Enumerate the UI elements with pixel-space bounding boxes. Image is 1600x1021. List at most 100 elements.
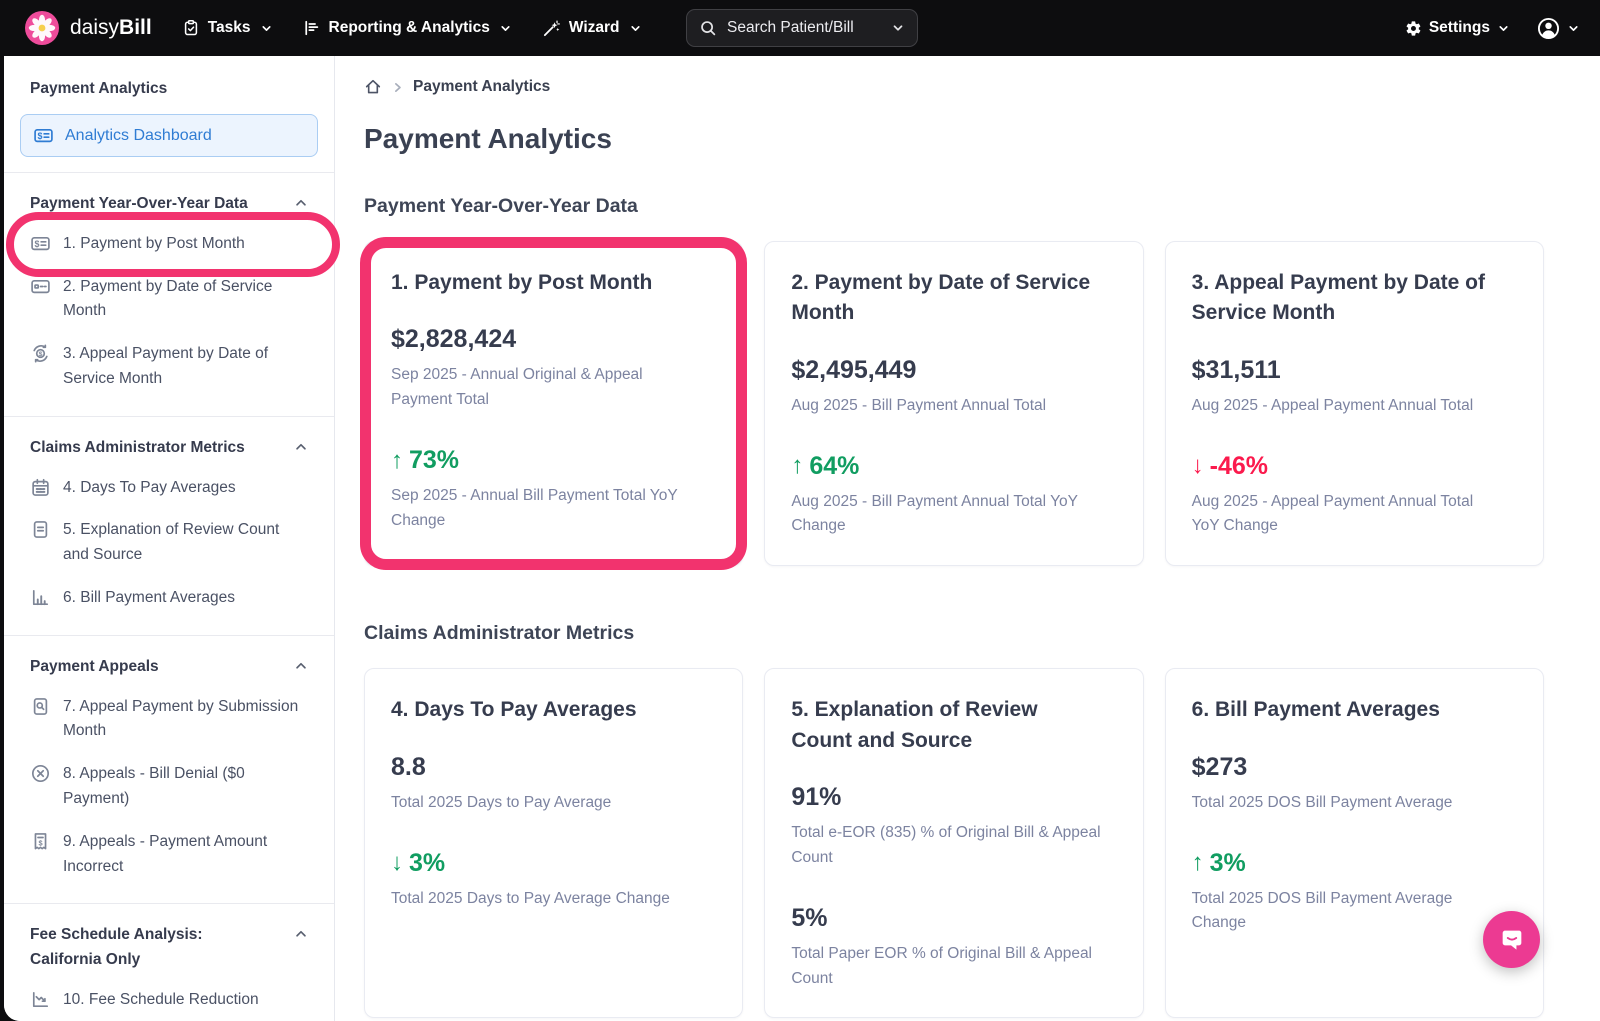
brand-wordmark: daisyBill: [70, 16, 152, 39]
metric: $2,495,449 Aug 2025 - Bill Payment Annual…: [791, 356, 1116, 419]
sidebar-item[interactable]: $3. Appeal Payment by Date of Service Mo…: [20, 333, 318, 401]
sidebar-item-analytics-dashboard[interactable]: $ Analytics Dashboard: [20, 114, 318, 157]
metric-card[interactable]: 5. Explanation of Review Count and Sourc…: [764, 668, 1144, 1019]
sidebar-item[interactable]: 2. Payment by Date of Service Month: [20, 266, 318, 334]
app-window: daisyBill Tasks Reporting & Analytics Wiza…: [4, 0, 1600, 1021]
sidebar-item[interactable]: 6. Bill Payment Averages: [20, 577, 318, 620]
navbar-menu-label: Tasks: [207, 19, 251, 36]
card-title: 5. Explanation of Review Count and Sourc…: [791, 698, 1038, 752]
metric-value-text: 64%: [809, 451, 860, 480]
sidebar-item-label: 8. Appeals - Bill Denial ($0 Payment): [63, 765, 245, 807]
arrow-up-icon: ↑: [391, 446, 403, 474]
metric-value: ↓ 3%: [391, 849, 716, 878]
metric-value-text: 5%: [791, 903, 828, 932]
chevron-down-icon: [891, 21, 905, 35]
chevron-up-icon: [294, 927, 308, 941]
sidebar-section-header[interactable]: Payment Appeals: [20, 651, 318, 686]
metric-value-text: 73%: [409, 446, 460, 475]
sidebar-item[interactable]: 4. Days To Pay Averages: [20, 467, 318, 510]
sidebar-item[interactable]: 7. Appeal Payment by Submission Month: [20, 686, 318, 754]
section-heading: Payment Year-Over-Year Data: [364, 195, 638, 217]
sidebar-section-heading: Claims Administrator Metrics: [30, 438, 245, 456]
x-circle-icon: [30, 763, 51, 784]
settings-menu[interactable]: Settings: [1405, 19, 1510, 37]
chevron-up-icon: [294, 196, 308, 210]
home-icon[interactable]: [364, 78, 382, 96]
metric-label: Aug 2025 - Appeal Payment Annual Total Y…: [1191, 492, 1474, 535]
sidebar-item-label: 5. Explanation of Review Count and Sourc…: [63, 521, 280, 564]
sidebar-section-heading: Fee Schedule Analysis: California Only: [30, 926, 203, 969]
bar-chart-icon: [30, 587, 51, 608]
sidebar-section-header[interactable]: Claims Administrator Metrics: [20, 432, 318, 467]
section-heading: Claims Administrator Metrics: [364, 622, 635, 645]
arrow-up-icon: ↑: [791, 452, 804, 480]
arrow-down-icon: ↓: [391, 849, 403, 876]
metric: $2,828,424 Sep 2025 - Annual Original & A…: [391, 325, 716, 413]
messenger-icon: [1498, 926, 1526, 954]
search-placeholder: Search Patient/Bill: [727, 19, 854, 36]
metric-card[interactable]: 6. Bill Payment Averages $273 Total 2025 D…: [1164, 668, 1544, 1019]
metric-value: $2,495,449: [791, 356, 1116, 385]
card-title: 3. Appeal Payment by Date of Service Mon…: [1191, 271, 1485, 325]
metric-card[interactable]: 4. Days To Pay Averages 8.8 Total 2025 Day…: [364, 668, 744, 1019]
sidebar-item[interactable]: $9. Appeals - Payment Amount Incorrect: [20, 821, 318, 889]
metric-label: Aug 2025 - Bill Payment Annual Total YoY…: [791, 492, 1078, 535]
metric-value: 5%: [791, 904, 1116, 933]
chevron-up-icon: [294, 659, 308, 673]
metric-label: Total 2025 DOS Bill Payment Average: [1191, 793, 1453, 811]
card-title: 2. Payment by Date of Service Month: [791, 271, 1091, 325]
navbar-menus: Tasks Reporting & Analytics Wizard: [182, 19, 642, 38]
navbar-menu-label: Wizard: [568, 19, 620, 36]
metric: ↑ 73% Sep 2025 - Annual Bill Payment Total…: [391, 446, 716, 534]
sidebar-divider: [4, 172, 334, 173]
chat-launcher[interactable]: [1483, 911, 1540, 968]
card-title: 6. Bill Payment Averages: [1191, 698, 1440, 722]
sidebar-item-label: 7. Appeal Payment by Submission Month: [63, 697, 299, 740]
sidebar-item[interactable]: 10. Fee Schedule Reduction: [20, 979, 318, 1021]
sidebar-item-label: 2. Payment by Date of Service Month: [63, 277, 273, 320]
sidebar-item[interactable]: 8. Appeals - Bill Denial ($0 Payment): [20, 753, 318, 821]
sidebar-section-heading: Payment Appeals: [30, 657, 159, 675]
user-avatar-icon: [1536, 16, 1561, 41]
bill-icon: $: [33, 125, 54, 146]
sidebar-section-header[interactable]: Payment Year-Over-Year Data: [20, 188, 318, 223]
chevron-down-icon: [629, 22, 642, 35]
navbar-menu-reporting-analytics[interactable]: Reporting & Analytics: [303, 19, 512, 37]
sidebar-item[interactable]: 5. Explanation of Review Count and Sourc…: [20, 509, 318, 577]
sidebar-item-label: 3. Appeal Payment by Date of Service Mon…: [63, 345, 269, 387]
cards-grid: 4. Days To Pay Averages 8.8 Total 2025 Day…: [364, 668, 1544, 1019]
sidebar-section-header[interactable]: Fee Schedule Analysis: California Only: [20, 919, 318, 979]
metric-value: $31,511: [1192, 356, 1517, 385]
metric-value: 8.8: [391, 753, 716, 782]
sidebar-item[interactable]: $1. Payment by Post Month: [6, 211, 340, 277]
main-content: Payment Analytics Payment Analytics Paym…: [336, 56, 1600, 1021]
daisybill-logo[interactable]: daisyBill: [24, 10, 152, 46]
user-account-menu[interactable]: [1536, 16, 1580, 41]
navbar-menu-wizard[interactable]: Wizard: [542, 19, 642, 38]
svg-text:$: $: [39, 351, 43, 358]
metric-card[interactable]: 3. Appeal Payment by Date of Service Mon…: [1164, 241, 1544, 567]
search-icon: [699, 19, 717, 37]
metric-value: ↑ 73%: [391, 446, 716, 475]
metric-value-text: $273: [1191, 752, 1248, 781]
reporting-icon: [303, 19, 321, 37]
metric: 8.8 Total 2025 Days to Pay Average: [391, 753, 716, 816]
sidebar-divider: [4, 903, 334, 905]
navbar-menu-tasks[interactable]: Tasks: [182, 19, 273, 37]
metric-label: Aug 2025 - Bill Payment Annual Total: [791, 396, 1047, 414]
metric-card[interactable]: 2. Payment by Date of Service Month $2,49…: [764, 241, 1144, 567]
metric-value-text: 3%: [409, 848, 446, 877]
document-icon: [30, 519, 51, 540]
sidebar-divider: [4, 415, 334, 417]
metric-card[interactable]: 1. Payment by Post Month $2,828,424 Sep 20…: [360, 237, 748, 571]
chevron-right-icon: [391, 81, 404, 94]
wizard-icon: [542, 19, 561, 38]
navbar-right: Settings: [1405, 16, 1580, 41]
bill-icon: $: [30, 233, 51, 254]
search-input[interactable]: Search Patient/Bill: [686, 9, 918, 47]
metric-label: Sep 2025 - Annual Bill Payment Total YoY…: [391, 487, 678, 529]
metric-value: $273: [1192, 753, 1517, 782]
file-search-icon: [30, 696, 51, 717]
metric-label: Sep 2025 - Annual Original & Appeal Paym…: [391, 366, 643, 409]
metric-label: Total e-EOR (835) % of Original Bill & A…: [791, 824, 1101, 866]
